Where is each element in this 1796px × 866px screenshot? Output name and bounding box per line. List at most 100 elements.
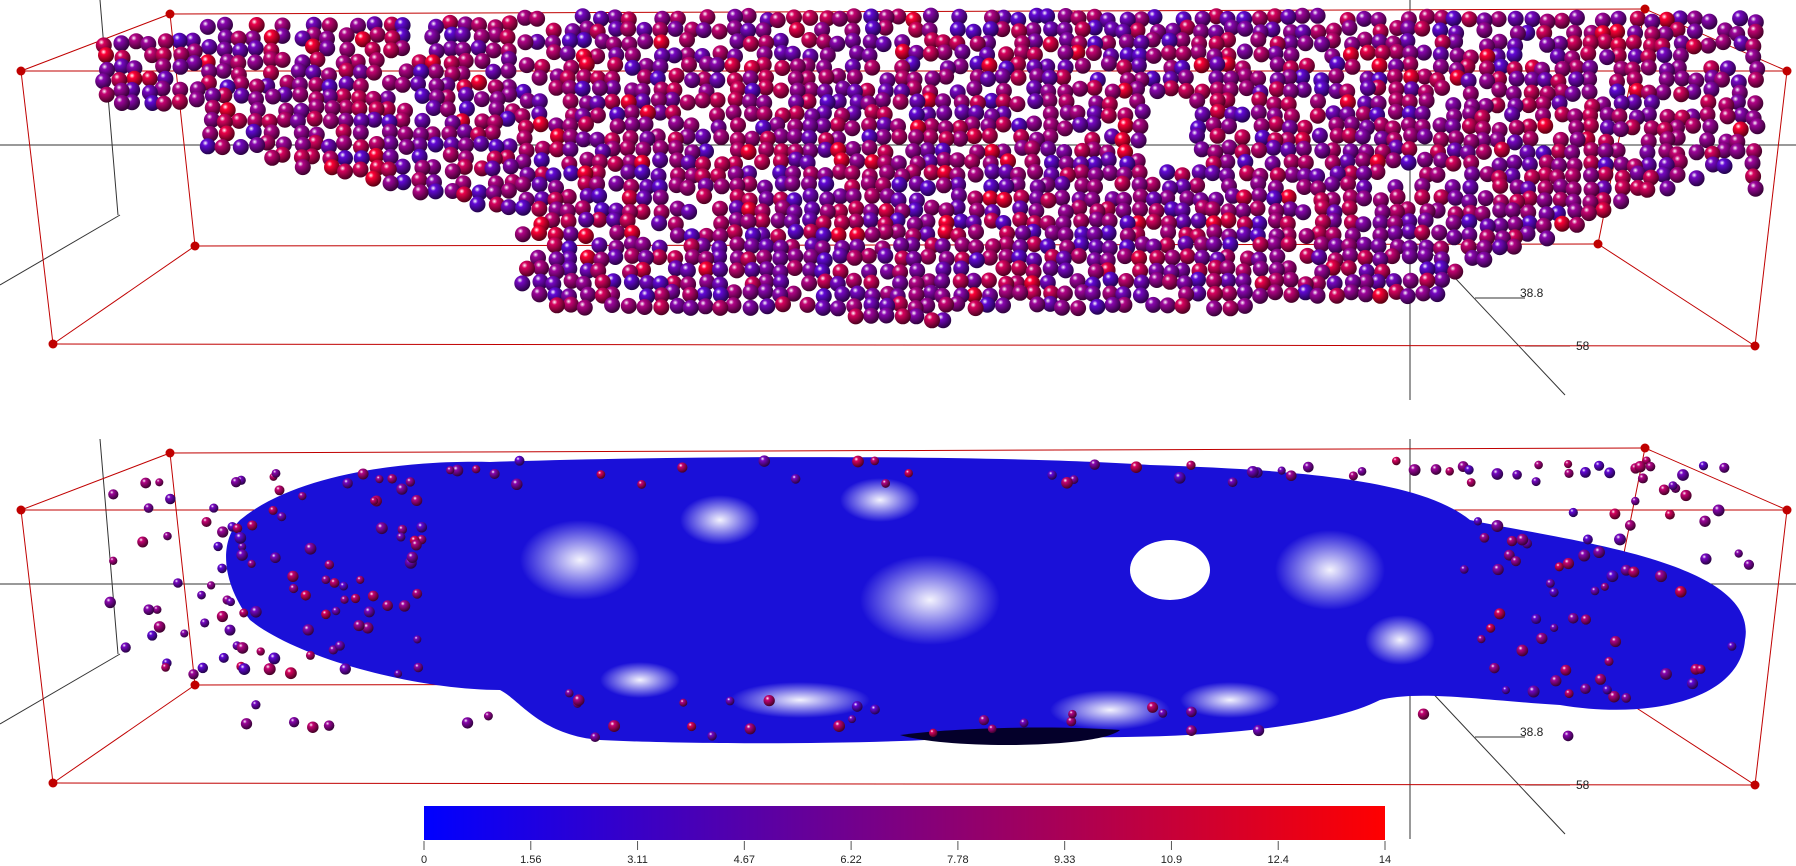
data-point <box>653 299 670 316</box>
data-point <box>1567 108 1584 125</box>
data-point <box>863 274 880 291</box>
data-point <box>1204 165 1221 182</box>
data-point <box>773 82 789 99</box>
data-point <box>909 262 926 279</box>
data-point <box>1164 249 1181 266</box>
data-point <box>1524 11 1541 28</box>
data-point <box>1673 35 1690 52</box>
data-point <box>624 116 641 133</box>
data-point <box>590 732 600 743</box>
data-point <box>1416 68 1433 85</box>
data-point <box>869 704 880 715</box>
data-point <box>412 588 423 599</box>
data-point <box>1745 48 1762 65</box>
data-point <box>1583 167 1599 184</box>
data-point <box>636 190 652 207</box>
data-point <box>694 92 711 109</box>
data-point <box>669 297 686 314</box>
data-point <box>394 669 403 678</box>
data-point <box>1672 47 1689 64</box>
data-point <box>352 64 369 81</box>
data-point <box>1461 227 1478 243</box>
data-point <box>501 51 517 67</box>
data-point <box>323 720 335 731</box>
data-point <box>937 165 954 181</box>
data-point <box>1747 23 1764 40</box>
data-point <box>664 91 681 108</box>
data-point <box>773 128 789 145</box>
data-point <box>1479 48 1496 65</box>
data-point <box>1716 158 1733 174</box>
data-point <box>1434 79 1451 96</box>
bounding-box-corner <box>1782 66 1792 76</box>
data-point <box>1476 239 1493 256</box>
data-point <box>952 130 969 147</box>
data-point <box>845 272 862 289</box>
data-point <box>892 93 909 110</box>
data-point <box>427 63 444 80</box>
data-point <box>1388 92 1405 109</box>
colorbar-tick-label: 14 <box>1379 854 1391 866</box>
data-point <box>1599 119 1616 136</box>
data-point <box>1162 273 1178 290</box>
data-point <box>1685 38 1702 55</box>
data-point <box>978 714 990 726</box>
data-point <box>596 470 606 479</box>
data-point <box>1069 104 1086 121</box>
data-point <box>789 58 806 75</box>
data-point <box>1311 127 1328 144</box>
data-point <box>1388 43 1405 60</box>
data-point <box>1357 249 1374 266</box>
data-point <box>1539 36 1556 53</box>
isosurface <box>226 457 1746 746</box>
data-point <box>983 92 1000 109</box>
data-point <box>1057 44 1074 61</box>
data-point <box>844 120 861 137</box>
data-point <box>1486 623 1496 633</box>
data-point <box>217 563 227 574</box>
data-point <box>217 29 234 46</box>
data-point <box>274 51 291 68</box>
data-point <box>1117 117 1134 134</box>
data-point <box>1193 57 1210 74</box>
data-point <box>878 203 895 220</box>
data-point <box>458 100 475 117</box>
data-point <box>697 298 714 315</box>
data-point <box>1254 275 1271 292</box>
data-point <box>1178 82 1195 99</box>
data-point <box>998 284 1015 301</box>
data-point <box>1594 673 1607 685</box>
data-point <box>1674 70 1691 87</box>
data-point <box>695 156 711 173</box>
data-point <box>802 262 819 279</box>
data-point <box>202 126 219 142</box>
data-point <box>1604 467 1616 479</box>
data-point <box>1144 176 1161 193</box>
axis-line <box>0 214 121 286</box>
data-point <box>786 9 802 26</box>
data-point <box>725 696 735 706</box>
data-point <box>427 183 444 200</box>
data-point <box>517 9 533 26</box>
data-point <box>740 144 757 160</box>
data-point <box>413 63 430 80</box>
data-point <box>188 669 199 680</box>
data-point <box>1329 56 1346 73</box>
data-point <box>994 68 1011 85</box>
data-point <box>727 165 744 182</box>
data-point <box>1434 34 1451 51</box>
data-point <box>1613 156 1630 173</box>
data-point <box>154 80 171 97</box>
data-point <box>231 112 248 129</box>
data-point <box>204 99 221 116</box>
data-point <box>1356 165 1372 182</box>
data-point <box>1190 212 1207 229</box>
data-point <box>1599 49 1616 66</box>
data-point <box>98 86 115 103</box>
data-point <box>1314 80 1331 97</box>
data-point <box>829 116 846 133</box>
data-point <box>758 190 775 207</box>
data-point <box>1268 116 1285 133</box>
data-point <box>606 211 623 228</box>
